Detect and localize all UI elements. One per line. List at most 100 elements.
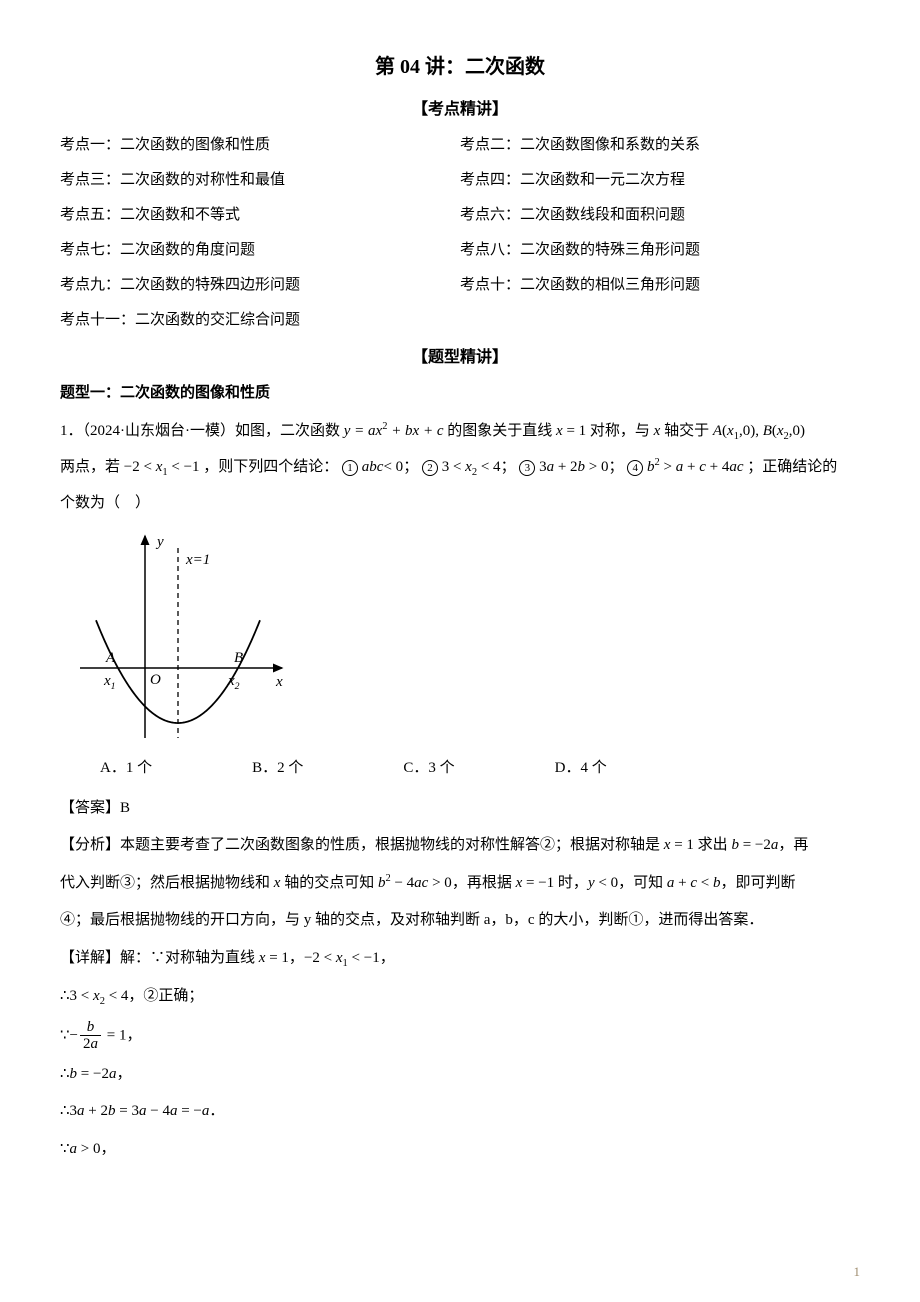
detail-line5: ∴3a + 2b = 3a − 4a = −a． (60, 1096, 860, 1128)
text: ∵ (60, 1027, 70, 1043)
equation: x = −1 (516, 875, 555, 891)
text: ，②正确； (128, 988, 203, 1004)
topic-item: 考点四：二次函数和一元二次方程 (460, 168, 860, 189)
option-b: B．2 个 (252, 756, 303, 777)
equation: x = 1 (556, 423, 586, 439)
svg-text:y: y (155, 534, 164, 550)
text: 对称，与 (590, 423, 654, 439)
topic-item: 考点十：二次函数的相似三角形问题 (460, 273, 860, 294)
text: ， (116, 1066, 131, 1082)
parabola-svg: y x Ox=1 A Bx1 x2 (70, 528, 290, 743)
svg-text:B: B (234, 650, 243, 666)
text: ， (380, 950, 395, 966)
topic-item: 考点七：二次函数的角度问题 (60, 238, 460, 259)
svg-text:x1: x1 (103, 673, 116, 692)
svg-text:A: A (105, 650, 116, 666)
topic-item: 考点十一：二次函数的交汇综合问题 (60, 308, 860, 329)
text: ，可知 (618, 875, 667, 891)
answer-options: A．1 个 B．2 个 C．3 个 D．4 个 (60, 756, 860, 777)
text: 解：∵对称轴为直线 (120, 950, 259, 966)
topic-list: 考点一：二次函数的图像和性质 考点二：二次函数图像和系数的关系 考点三：二次函数… (60, 133, 860, 329)
text: ，再根据 (452, 875, 516, 891)
text: ， (101, 1141, 116, 1157)
text: ∵ (60, 1141, 70, 1157)
circled-number-3: 3 (519, 460, 535, 476)
text: ∴ (60, 1103, 70, 1119)
conclusion-2: 3 < x2 < 4 (442, 459, 501, 475)
text: ∴ (60, 988, 70, 1004)
text: 时， (554, 875, 588, 891)
equation: 3a + 2b = 3a − 4a = −a (70, 1103, 210, 1119)
svg-text:x=1: x=1 (185, 552, 210, 568)
inequality: −2 < x1 < −1 (304, 950, 380, 966)
equation: y = ax2 + bx + c (344, 423, 444, 439)
circled-number-4: 4 (627, 460, 643, 476)
inequality: a > 0 (70, 1141, 101, 1157)
analysis-line1: 【分析】本题主要考查了二次函数图象的性质，根据抛物线的对称性解答②；根据对称轴是… (60, 830, 860, 862)
detail-line2: ∴3 < x2 < 4，②正确； (60, 981, 860, 1013)
section-heading-tixing: 【题型精讲】 (60, 343, 860, 367)
answer-block: 【答案】B 【分析】本题主要考查了二次函数图象的性质，根据抛物线的对称性解答②；… (60, 793, 860, 1166)
option-d: D．4 个 (555, 756, 607, 777)
text: ∴ (60, 1066, 70, 1082)
text: ，即可判断 (720, 875, 795, 891)
answer-label: 【答案】B (60, 793, 860, 825)
text: ， (126, 1027, 141, 1043)
text: 的图象关于直线 (447, 423, 556, 439)
text: 1．（2024·山东烟台·一模）如图，二次函数 (60, 423, 344, 439)
text: 轴的交点可知 (280, 875, 378, 891)
text: ，再 (778, 837, 808, 853)
text: ， (289, 950, 304, 966)
svg-text:O: O (150, 672, 161, 688)
topic-item: 考点八：二次函数的特殊三角形问题 (460, 238, 860, 259)
topic-item: 考点九：二次函数的特殊四边形问题 (60, 273, 460, 294)
text: ；正确结论的 (747, 459, 837, 475)
text: 轴交于 (664, 423, 713, 439)
topic-item: 考点五：二次函数和不等式 (60, 203, 460, 224)
text: ． (209, 1103, 224, 1119)
denominator: 2a (80, 1036, 101, 1053)
question-text-line2: 两点，若 −2 < x1 < −1 ，则下列四个结论： 1 abc< 0； 2 … (60, 452, 860, 484)
analysis-line3: ④；最后根据抛物线的开口方向，与 y 轴的交点，及对称轴判断 a，b，c 的大小… (60, 905, 860, 937)
equation: y < 0 (588, 875, 618, 891)
topic-item: 考点三：二次函数的对称性和最值 (60, 168, 460, 189)
page-number: 1 (854, 1264, 861, 1280)
detail-line4: ∴b = −2a， (60, 1059, 860, 1091)
svg-text:x: x (275, 674, 283, 690)
topic-item: 考点一：二次函数的图像和性质 (60, 133, 460, 154)
parabola-figure: y x Ox=1 A Bx1 x2 (70, 528, 860, 748)
section-heading-kaodian: 【考点精讲】 (60, 95, 860, 119)
analysis-line2: 代入判断③；然后根据抛物线和 x 轴的交点可知 b2 − 4ac > 0，再根据… (60, 868, 860, 900)
option-c: C．3 个 (403, 756, 454, 777)
equation: a + c < b (667, 875, 721, 891)
minus: − (70, 1027, 78, 1043)
inequality: −2 < x1 < −1 (124, 459, 200, 475)
circled-number-2: 2 (422, 460, 438, 476)
equation: x = 1 (664, 837, 694, 853)
question-text-line3: 个数为（ ） (60, 488, 860, 520)
fraction: b2a (80, 1019, 101, 1053)
detail-line1: 【详解】解：∵对称轴为直线 x = 1，−2 < x1 < −1， (60, 943, 860, 975)
page-title: 第 04 讲：二次函数 (60, 50, 860, 79)
conclusion-4: b2 > a + c + 4ac (647, 459, 744, 475)
svg-text:x2: x2 (227, 673, 240, 692)
equation: b = −2a (70, 1066, 117, 1082)
equation: b = −2a (731, 837, 778, 853)
equation: b2 − 4ac > 0 (378, 875, 452, 891)
topic-item: 考点二：二次函数图像和系数的关系 (460, 133, 860, 154)
variable-x: x (654, 423, 661, 439)
text: 本题主要考查了二次函数图象的性质，根据抛物线的对称性解答②；根据对称轴是 (120, 837, 664, 853)
equals-one: = 1 (103, 1027, 126, 1043)
inequality: 3 < x2 < 4 (70, 988, 129, 1004)
option-a: A．1 个 (100, 756, 152, 777)
circled-number-1: 1 (342, 460, 358, 476)
question-type-heading: 题型一：二次函数的图像和性质 (60, 381, 860, 402)
detail-line3: ∵−b2a = 1， (60, 1019, 860, 1053)
question-text-line1: 1．（2024·山东烟台·一模）如图，二次函数 y = ax2 + bx + c… (60, 416, 860, 448)
analysis-label: 【分析】 (60, 837, 120, 853)
points: A(x1,0), B(x2,0) (713, 423, 805, 439)
detail-label: 【详解】 (60, 950, 120, 966)
numerator: b (80, 1019, 101, 1037)
text: 代入判断③；然后根据抛物线和 (60, 875, 274, 891)
equation: x = 1 (259, 950, 289, 966)
